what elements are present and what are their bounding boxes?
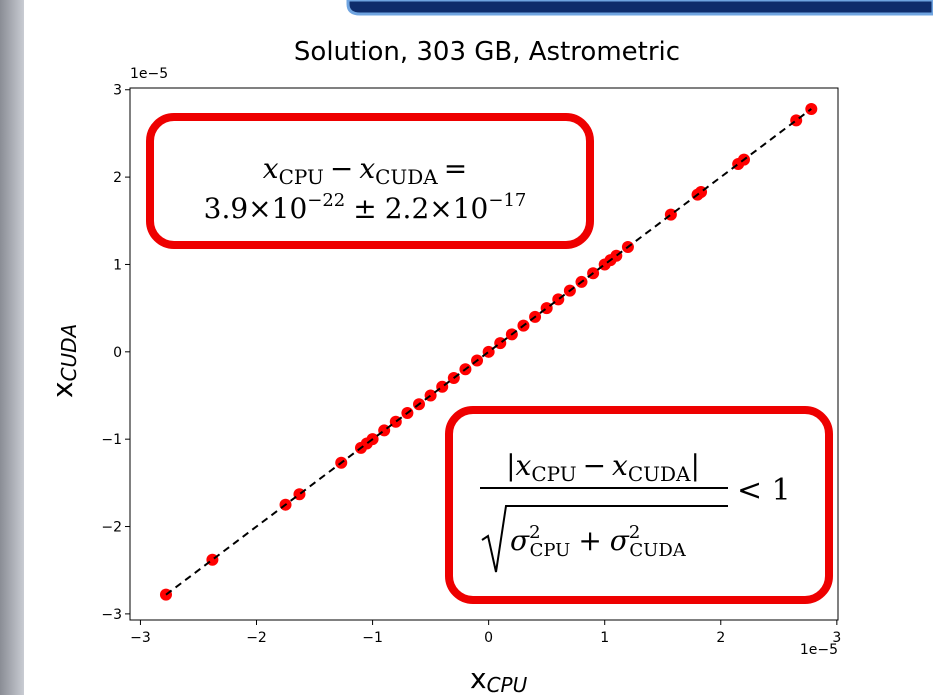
y-offset-label: 1e−5 bbox=[130, 66, 168, 82]
x-tick-label: 0 bbox=[484, 630, 493, 646]
y-tick-label: 3 bbox=[113, 83, 122, 99]
y-tick-label: 1 bbox=[113, 257, 122, 273]
annotation-box: xCPU−xCUDA= 3.9×10−22±2.2×10−17 bbox=[150, 117, 590, 245]
annotation-line: 3.9×10−22±2.2×10−17 bbox=[204, 190, 527, 225]
y-tick-label: −1 bbox=[101, 432, 122, 448]
x-tick-label: 3 bbox=[832, 630, 841, 646]
y-tick-label: −2 bbox=[101, 520, 122, 536]
x-tick-label: 1 bbox=[600, 630, 609, 646]
chart: Solution, 303 GB, Astrometric 1e−5 1e−5 … bbox=[0, 0, 933, 695]
x-tick-label: −2 bbox=[246, 630, 267, 646]
chart-title: Solution, 303 GB, Astrometric bbox=[294, 37, 680, 67]
y-tick-label: −3 bbox=[101, 607, 122, 623]
x-tick-label: −3 bbox=[130, 630, 151, 646]
x-tick-label: 2 bbox=[716, 630, 725, 646]
x-tick-label: −1 bbox=[362, 630, 383, 646]
y-tick-label: 2 bbox=[113, 170, 122, 186]
annotation-relation: < 1 bbox=[737, 473, 791, 508]
side-strip bbox=[0, 0, 24, 695]
header-box bbox=[348, 0, 933, 14]
y-tick-label: 0 bbox=[113, 345, 122, 361]
